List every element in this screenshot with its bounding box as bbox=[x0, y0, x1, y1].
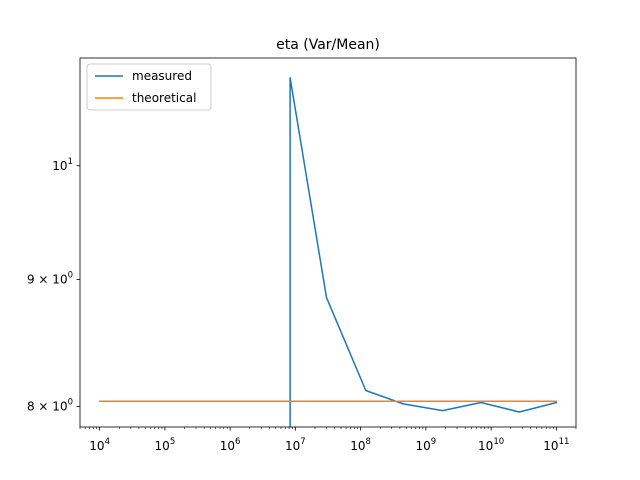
legend: measured theoretical bbox=[86, 63, 212, 111]
x-tick-label: 105 bbox=[155, 437, 176, 453]
series-lines bbox=[98, 76, 558, 427]
axes-frame bbox=[79, 57, 577, 428]
x-tick-label: 104 bbox=[89, 437, 110, 453]
plot-area bbox=[98, 76, 558, 427]
legend-label-theoretical: theoretical bbox=[132, 91, 196, 105]
y-tick-label: 101 bbox=[52, 157, 73, 173]
axes: 104 105 106 107 108 109 1010 1011 8 × 100 9 × 100… bbox=[27, 57, 577, 453]
y-tick-label: 8 × 100 bbox=[27, 398, 73, 414]
x-tick-label: 106 bbox=[220, 437, 241, 453]
x-tick-label: 109 bbox=[416, 437, 437, 453]
x-tick-label: 108 bbox=[350, 437, 371, 453]
x-tick-label: 107 bbox=[285, 437, 306, 453]
legend-label-measured: measured bbox=[132, 69, 192, 83]
series-line-measured bbox=[289, 76, 558, 427]
chart-title: eta (Var/Mean) bbox=[276, 37, 380, 53]
x-tick-label: 1011 bbox=[543, 437, 569, 453]
x-tick-label: 1010 bbox=[478, 437, 504, 453]
y-tick-label: 9 × 100 bbox=[27, 270, 73, 286]
